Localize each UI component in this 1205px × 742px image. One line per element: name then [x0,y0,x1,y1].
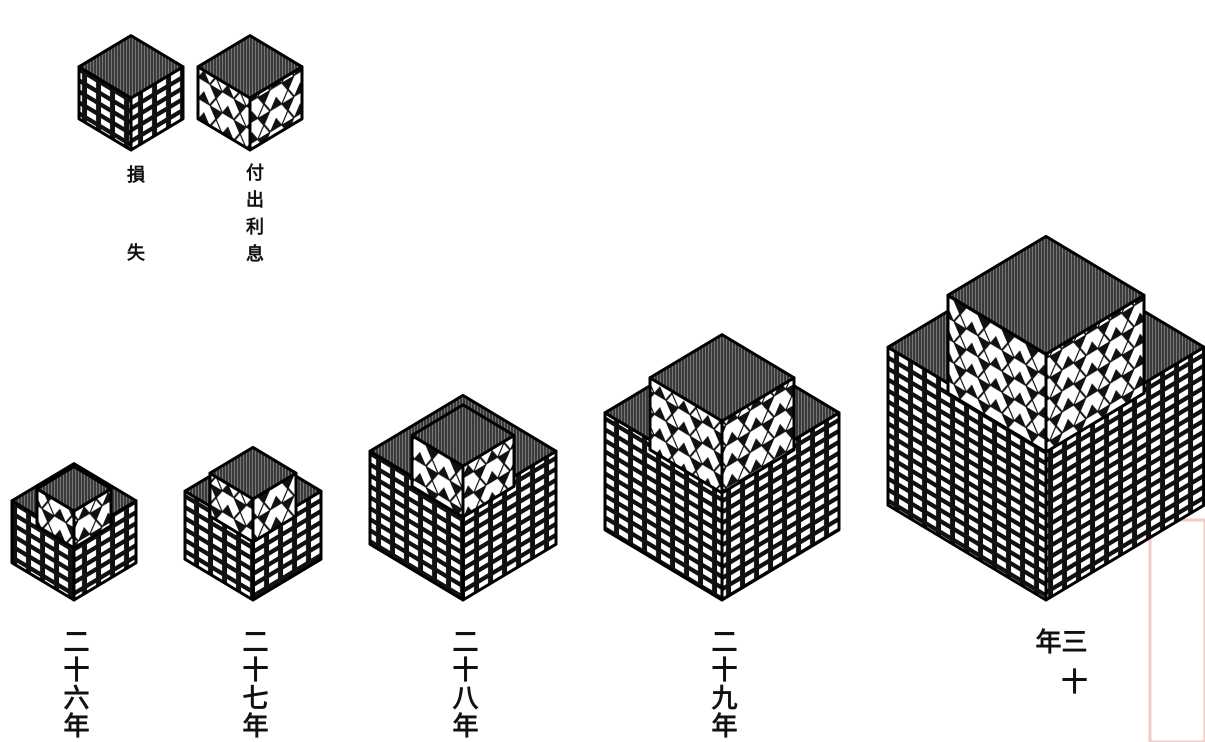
top-face [946,234,1146,356]
cube [77,34,185,152]
year-label: 二十九年 [707,628,737,740]
year-label: 二十六年 [59,628,89,740]
top-face [410,403,516,468]
year-label: 三十年 [1031,628,1087,708]
cube [410,403,516,519]
cube [946,234,1146,454]
year-label: 二十七年 [238,628,268,740]
top-face [648,333,796,423]
cube [196,34,304,152]
cube [35,465,113,550]
year-label: 二十八年 [448,628,478,740]
top-face [196,34,304,100]
cube [648,333,796,495]
top-face [77,34,185,100]
top-face [35,465,113,513]
seal [1148,518,1205,742]
legend-label: 損失 [124,165,145,321]
top-face [208,445,298,501]
cube [208,445,298,544]
legend-label: 付出利息 [243,163,264,271]
